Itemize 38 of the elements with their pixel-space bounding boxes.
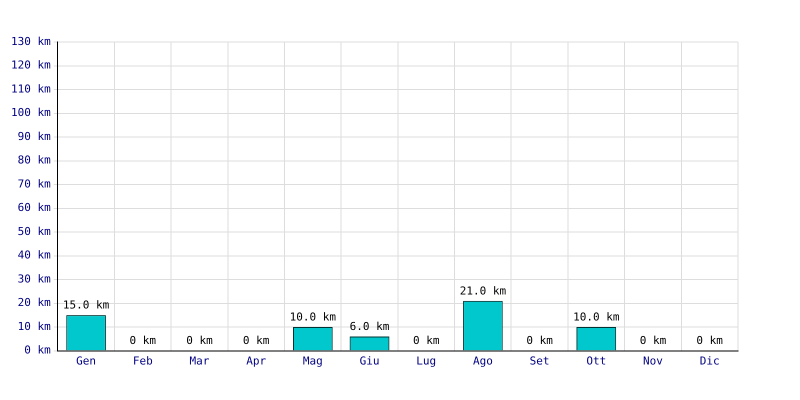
x-tick-label: Dic xyxy=(700,354,720,368)
x-tick-label: Set xyxy=(530,354,550,368)
data-label: 10.0 km xyxy=(290,310,336,324)
x-tick-label: Feb xyxy=(132,354,153,368)
data-label: 0 km xyxy=(412,334,440,348)
y-tick-label: 70 km xyxy=(18,177,52,190)
y-tick-label: 0 km xyxy=(24,344,52,357)
data-label: 10.0 km xyxy=(573,310,620,324)
y-tick-label: 100 km xyxy=(10,106,52,120)
y-tick-label: 130 km xyxy=(10,34,52,48)
x-tick-label: Nov xyxy=(643,354,664,368)
data-label: 0 km xyxy=(186,334,214,348)
data-label: 0 km xyxy=(640,334,667,348)
y-tick-label: 120 km xyxy=(10,58,52,72)
data-label: 21.0 km xyxy=(460,284,506,298)
y-tick-label: 10 km xyxy=(18,320,52,333)
y-tick-label: 90 km xyxy=(18,130,52,143)
y-tick-label: 110 km xyxy=(10,82,52,96)
y-tick-label: 50 km xyxy=(18,224,52,238)
x-tick-label: Gen xyxy=(76,354,96,368)
data-label: 0 km xyxy=(242,334,270,348)
y-tick-label: 80 km xyxy=(18,154,52,167)
y-tick-label: 40 km xyxy=(18,248,52,262)
data-label: 15.0 km xyxy=(62,298,110,312)
data-label: 0 km xyxy=(526,334,554,348)
x-tick-label: Ago xyxy=(472,354,493,368)
x-tick-label: Ott xyxy=(586,354,606,368)
data-label: 0 km xyxy=(696,334,724,348)
x-tick-label: Mag xyxy=(302,354,323,368)
data-label: 6.0 km xyxy=(350,320,390,333)
x-tick-label: Apr xyxy=(246,354,266,368)
y-tick-label: 30 km xyxy=(18,272,52,286)
y-tick-label: 20 km xyxy=(18,296,52,310)
x-tick-label: Giu xyxy=(360,354,380,368)
data-label: 0 km xyxy=(130,334,156,348)
x-tick-label: Lug xyxy=(416,354,436,368)
y-tick-label: 60 km xyxy=(18,201,52,214)
x-tick-label: Mar xyxy=(190,354,210,368)
